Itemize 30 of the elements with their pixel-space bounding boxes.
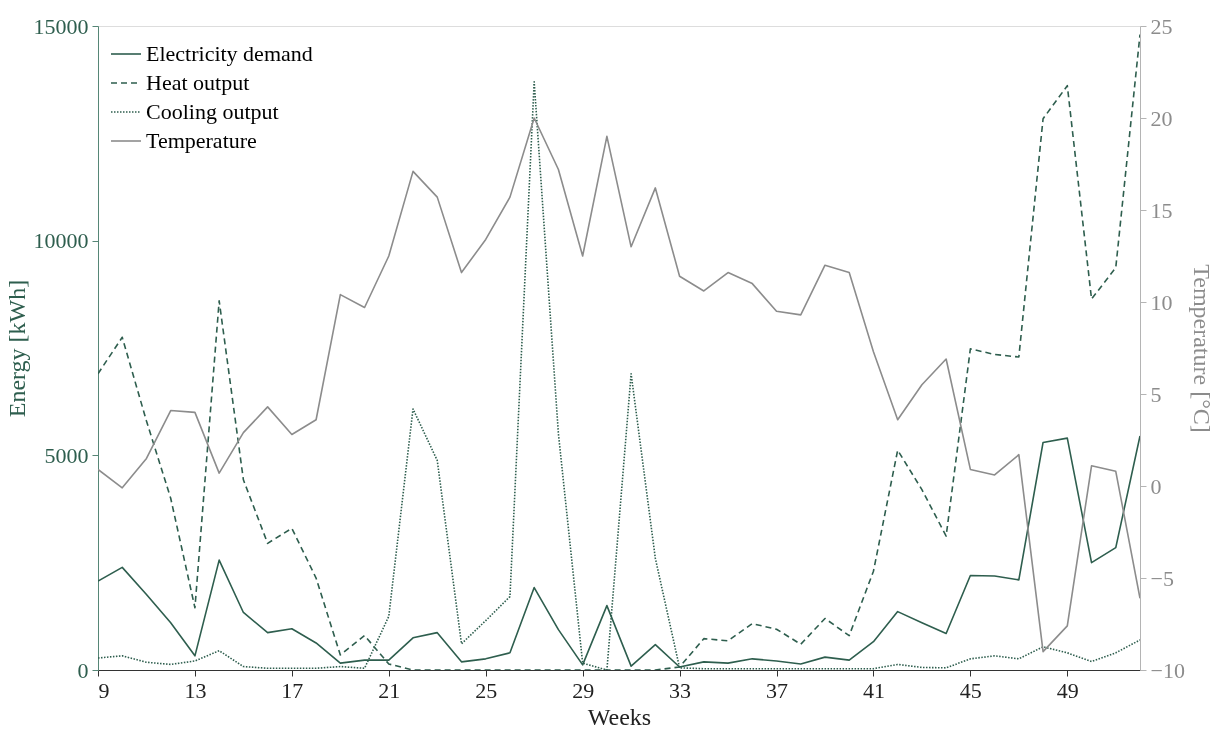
x-tick-label: 41 (862, 677, 885, 703)
x-tick-label: 45 (959, 677, 982, 703)
x-tick-label: 21 (378, 677, 401, 703)
y2-axis-title: Temperature [°C] (1188, 264, 1215, 433)
x-tick-label: 13 (184, 677, 207, 703)
y-tick-label: 15000 (33, 13, 89, 39)
y2-tick-label: 15 (1150, 197, 1173, 223)
x-tick-label: 25 (475, 677, 498, 703)
x-tick-label: 29 (572, 677, 595, 703)
x-axis-title: Weeks (587, 703, 652, 730)
x-tick-label: 9 (98, 677, 110, 703)
y-tick-label: 5000 (44, 442, 89, 468)
x-tick-label: 37 (766, 677, 789, 703)
x-tick-label: 49 (1056, 677, 1079, 703)
legend-label: Cooling output (146, 99, 279, 124)
y-tick-label: 10000 (33, 228, 89, 254)
x-tick-label: 33 (669, 677, 692, 703)
y2-tick-label: −10 (1150, 657, 1185, 683)
y2-tick-label: 20 (1150, 105, 1173, 131)
legend-label: Heat output (146, 70, 250, 95)
y-tick-label: 0 (77, 657, 89, 683)
legend-label: Electricity demand (146, 41, 313, 66)
y2-tick-label: 25 (1150, 13, 1173, 39)
y2-tick-label: 10 (1150, 289, 1173, 315)
legend-label: Temperature (146, 128, 257, 153)
y2-tick-label: 5 (1150, 381, 1162, 407)
y2-tick-label: −5 (1150, 565, 1174, 591)
y-axis-title: Energy [kWh] (3, 279, 30, 418)
x-tick-label: 17 (281, 677, 304, 703)
y2-tick-label: 0 (1150, 473, 1162, 499)
